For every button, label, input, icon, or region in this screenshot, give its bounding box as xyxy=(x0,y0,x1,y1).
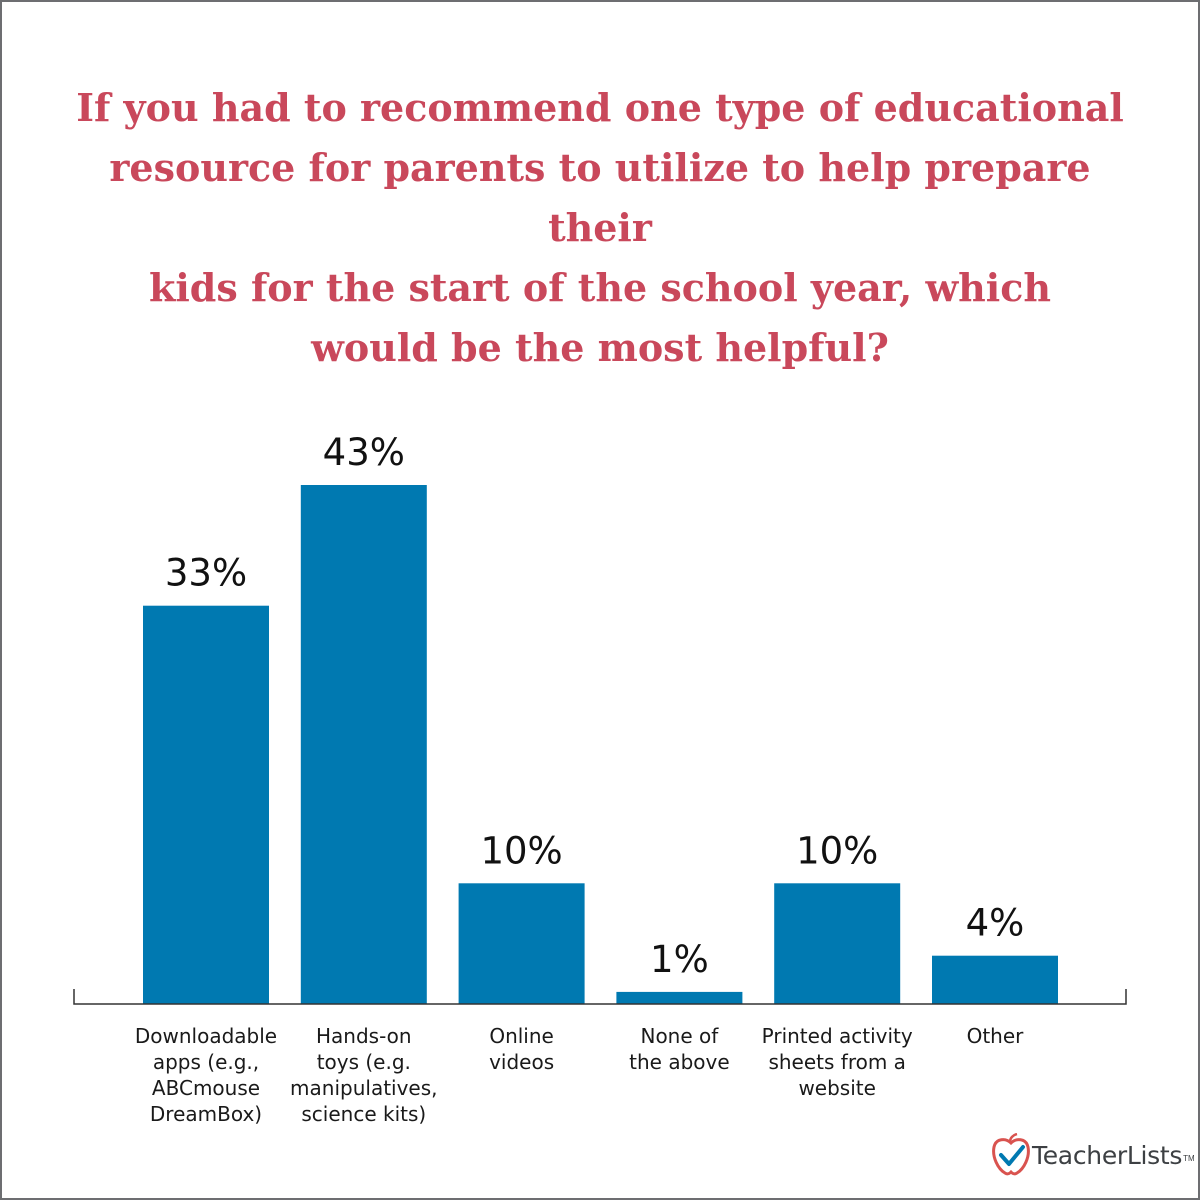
category-label-line: Other xyxy=(967,1024,1025,1048)
category-label-line: science kits) xyxy=(301,1102,426,1126)
category-labels-layer: Downloadable apps (e.g., ABCmouse DreamBox)… xyxy=(135,1024,1024,1126)
bar-value-label: 4% xyxy=(966,902,1025,945)
category-label: Hands-on toys (e.g. manipulatives, science … xyxy=(290,1024,437,1126)
bar-value-label: 1% xyxy=(650,938,709,981)
category-label-line: sheets from a xyxy=(768,1050,905,1074)
logo-text: TeacherLists xyxy=(1032,1140,1183,1170)
category-label-line: website xyxy=(798,1076,875,1100)
category-label-line: Downloadable xyxy=(135,1024,277,1048)
chart-title-line: If you had to recommend one type of educ… xyxy=(76,85,1124,130)
category-label-line: ABCmouse xyxy=(152,1076,260,1100)
category-label: Online videos xyxy=(489,1024,554,1074)
bar-value-label: 10% xyxy=(480,829,562,872)
bar-value-label: 33% xyxy=(165,552,247,595)
category-label: Downloadable apps (e.g., ABCmouse DreamBox) xyxy=(135,1024,277,1126)
category-label: Other xyxy=(967,1024,1025,1048)
category-label-line: None of xyxy=(640,1024,719,1048)
category-label-line: videos xyxy=(489,1050,554,1074)
chart-title: If you had to recommend one type of educ… xyxy=(60,78,1140,378)
category-label-line: DreamBox) xyxy=(150,1102,262,1126)
x-axis-line xyxy=(73,989,1127,1005)
category-label-line: Printed activity xyxy=(762,1024,913,1048)
value-labels-layer: 33% 43% 10% 1% 10% 4% xyxy=(165,431,1024,981)
category-label-line: manipulatives, xyxy=(290,1076,437,1100)
chart-title-line: resource for parents to utilize to help … xyxy=(109,145,1091,250)
chart-title-line: kids for the start of the school year, w… xyxy=(148,265,1052,310)
chart-title-line: would be the most helpful? xyxy=(311,325,889,370)
teacherlists-logo: TeacherLists TM xyxy=(990,1133,1195,1177)
bar xyxy=(458,883,585,1004)
category-label-line: apps (e.g., xyxy=(153,1050,259,1074)
logo-trademark: TM xyxy=(1183,1154,1195,1163)
category-label-line: Hands-on xyxy=(316,1024,412,1048)
bar xyxy=(932,955,1058,1004)
category-label-line: toys (e.g. xyxy=(317,1050,411,1074)
bar xyxy=(774,883,901,1004)
category-label-line: Online xyxy=(489,1024,554,1048)
category-label: None of the above xyxy=(629,1024,730,1074)
bars-layer xyxy=(143,485,1058,1004)
bar-value-label: 10% xyxy=(796,829,878,872)
bar xyxy=(143,605,269,1004)
category-label-line: the above xyxy=(629,1050,730,1074)
bar-value-label: 43% xyxy=(323,431,405,474)
category-label: Printed activity sheets from a website xyxy=(762,1024,913,1100)
bar xyxy=(616,991,743,1004)
apple-checkmark-icon xyxy=(992,1133,1030,1176)
bar xyxy=(300,485,427,1004)
